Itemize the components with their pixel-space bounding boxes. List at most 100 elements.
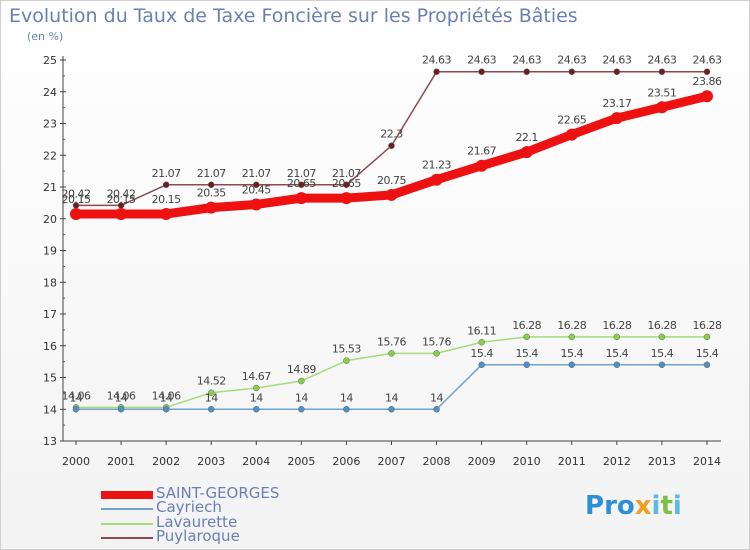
data-label-puylaroque: 21.07 bbox=[197, 167, 226, 180]
x-tick-label: 2010 bbox=[513, 455, 541, 468]
y-tick-label: 14 bbox=[43, 403, 57, 416]
data-point-saint-georges bbox=[385, 188, 398, 201]
data-label-puylaroque: 24.63 bbox=[467, 54, 496, 67]
data-label-saint-georges: 23.51 bbox=[647, 86, 676, 99]
data-point-cayriech bbox=[388, 406, 395, 413]
data-label-cayriech: 14 bbox=[70, 391, 83, 404]
data-point-cayriech bbox=[523, 361, 530, 369]
data-point-cayriech bbox=[568, 361, 576, 369]
data-point-saint-georges bbox=[700, 90, 713, 103]
data-label-saint-georges: 20.65 bbox=[287, 177, 316, 190]
data-label-lavaurette: 14.67 bbox=[242, 370, 271, 383]
x-tick-label: 2002 bbox=[152, 455, 180, 468]
y-tick-label: 20 bbox=[43, 213, 57, 226]
data-point-puylaroque bbox=[523, 68, 530, 75]
legend-swatch-cayriech bbox=[101, 508, 153, 510]
data-label-lavaurette: 16.11 bbox=[467, 324, 496, 337]
data-point-puylaroque bbox=[613, 68, 621, 75]
data-point-lavaurette bbox=[568, 333, 576, 341]
data-label-lavaurette: 16.28 bbox=[647, 319, 676, 332]
data-point-lavaurette bbox=[207, 389, 215, 396]
proxiti-logo: Proxiti bbox=[585, 491, 682, 521]
legend-label-puylaroque: Puylaroque bbox=[156, 527, 240, 545]
legend-label-saint-georges: SAINT-GEORGES bbox=[156, 484, 280, 502]
data-label-puylaroque: 21.07 bbox=[332, 167, 361, 180]
y-tick-label: 23 bbox=[43, 118, 57, 131]
data-point-puylaroque bbox=[433, 68, 440, 75]
legend-swatch-lavaurette bbox=[101, 523, 153, 525]
data-label-puylaroque: 24.63 bbox=[512, 54, 541, 67]
x-tick-label: 2008 bbox=[423, 455, 451, 468]
data-point-puylaroque bbox=[253, 181, 260, 189]
data-label-puylaroque: 24.63 bbox=[692, 54, 721, 67]
x-tick-label: 2013 bbox=[648, 455, 676, 468]
data-label-cayriech: 14 bbox=[160, 391, 173, 404]
data-point-cayriech bbox=[72, 406, 80, 413]
data-label-saint-georges: 22.1 bbox=[515, 131, 538, 144]
data-label-saint-georges: 23.86 bbox=[692, 75, 721, 88]
data-point-saint-georges bbox=[520, 146, 533, 159]
data-label-lavaurette: 14.06 bbox=[107, 389, 136, 402]
data-point-cayriech bbox=[343, 406, 350, 413]
x-tick-label: 2011 bbox=[558, 455, 586, 468]
data-label-cayriech: 15.4 bbox=[515, 347, 538, 360]
data-point-saint-georges bbox=[250, 198, 263, 211]
data-label-puylaroque: 21.07 bbox=[242, 167, 271, 180]
data-label-lavaurette: 15.53 bbox=[332, 343, 361, 356]
data-point-lavaurette bbox=[523, 333, 530, 341]
y-tick-label: 17 bbox=[43, 308, 57, 321]
data-point-cayriech bbox=[117, 406, 125, 413]
chart-title: Evolution du Taux de Taxe Foncière sur l… bbox=[9, 5, 578, 27]
y-tick-label: 19 bbox=[43, 245, 57, 258]
data-label-puylaroque: 20.42 bbox=[107, 187, 136, 200]
data-point-saint-georges bbox=[430, 173, 443, 186]
data-point-puylaroque bbox=[568, 68, 576, 75]
data-point-saint-georges bbox=[205, 201, 218, 214]
data-label-lavaurette: 14.52 bbox=[197, 375, 226, 388]
data-label-lavaurette: 15.76 bbox=[422, 335, 451, 348]
data-label-puylaroque: 20.42 bbox=[62, 187, 91, 200]
data-label-puylaroque: 24.63 bbox=[557, 54, 586, 67]
x-tick-label: 2009 bbox=[468, 455, 496, 468]
data-label-saint-georges: 23.17 bbox=[602, 97, 631, 110]
data-point-puylaroque bbox=[388, 142, 395, 149]
legend-swatch-puylaroque bbox=[101, 537, 153, 539]
data-point-cayriech bbox=[658, 361, 666, 369]
data-label-lavaurette: 14.06 bbox=[152, 389, 181, 402]
data-point-saint-georges bbox=[475, 159, 488, 172]
data-label-cayriech: 14 bbox=[250, 391, 263, 404]
y-tick-label: 24 bbox=[43, 86, 57, 99]
data-label-cayriech: 15.4 bbox=[651, 347, 674, 360]
data-label-puylaroque: 24.63 bbox=[602, 54, 631, 67]
data-label-lavaurette: 16.28 bbox=[512, 319, 541, 332]
data-label-puylaroque: 22.3 bbox=[380, 128, 403, 141]
y-tick-label: 22 bbox=[43, 149, 57, 162]
data-point-saint-georges bbox=[340, 192, 353, 205]
x-tick-label: 2014 bbox=[693, 455, 721, 468]
data-point-saint-georges bbox=[160, 207, 173, 220]
data-point-cayriech bbox=[207, 406, 215, 413]
data-label-cayriech: 14 bbox=[115, 391, 128, 404]
data-point-lavaurette bbox=[388, 350, 395, 357]
legend-label-lavaurette: Lavaurette bbox=[156, 513, 238, 531]
data-label-saint-georges: 20.15 bbox=[107, 193, 136, 206]
x-tick-label: 2007 bbox=[377, 455, 405, 468]
data-label-saint-georges: 21.23 bbox=[422, 159, 451, 172]
data-label-lavaurette: 15.76 bbox=[377, 335, 406, 348]
data-label-cayriech: 15.4 bbox=[606, 347, 629, 360]
data-point-cayriech bbox=[433, 406, 440, 413]
y-tick-label: 21 bbox=[43, 181, 57, 194]
data-point-saint-georges bbox=[565, 128, 578, 141]
data-label-lavaurette: 16.28 bbox=[602, 319, 631, 332]
data-label-cayriech: 14 bbox=[205, 391, 218, 404]
x-tick-label: 2006 bbox=[332, 455, 360, 468]
data-point-lavaurette bbox=[343, 357, 350, 364]
data-label-saint-georges: 20.45 bbox=[242, 183, 271, 196]
data-point-lavaurette bbox=[433, 350, 440, 357]
data-label-cayriech: 15.4 bbox=[470, 347, 493, 360]
x-tick-label: 2012 bbox=[603, 455, 631, 468]
data-label-cayriech: 15.4 bbox=[696, 347, 719, 360]
data-point-lavaurette bbox=[478, 339, 485, 346]
y-tick-label: 15 bbox=[43, 372, 57, 385]
